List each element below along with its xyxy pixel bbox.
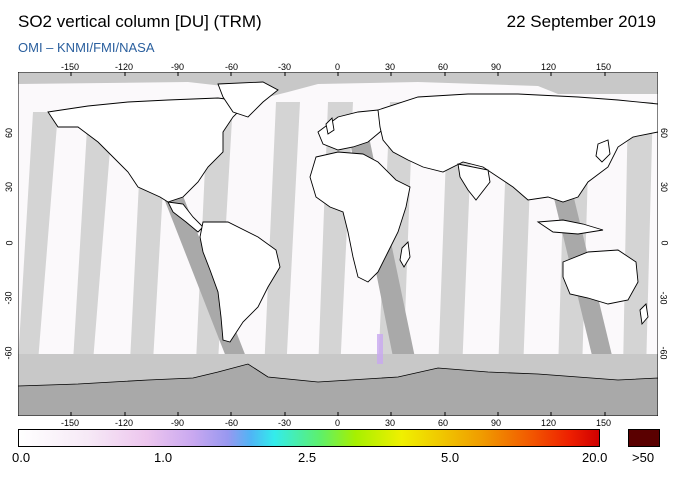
colorbar	[18, 429, 600, 447]
asia	[377, 93, 658, 203]
north-polar-gap	[18, 72, 658, 97]
map-title: SO2 vertical column [DU] (TRM)	[18, 12, 262, 31]
africa	[309, 151, 411, 283]
lat-label: 30	[4, 181, 15, 193]
lat-label: -60	[658, 346, 669, 360]
lat-label: 0	[659, 240, 670, 246]
data-credit: OMI – KNMI/FMI/NASA	[18, 40, 155, 55]
south-america	[199, 221, 281, 343]
colorbar-label: 1.0	[154, 450, 173, 465]
north-america	[47, 97, 249, 203]
greenland	[217, 81, 279, 118]
colorbar-overflow-label: >50	[632, 450, 655, 465]
lon-label: 60	[438, 62, 449, 72]
lon-label: 30	[385, 418, 396, 428]
lon-label: 60	[438, 418, 449, 428]
colorbar-overflow-swatch	[628, 429, 660, 447]
japan	[595, 139, 611, 163]
lon-label: -60	[225, 62, 239, 72]
colorbar-label: 20.0	[582, 450, 608, 465]
lon-label: 30	[385, 62, 396, 72]
antarctica	[18, 363, 658, 416]
indonesia	[536, 219, 604, 235]
map-date: 22 September 2019	[506, 12, 656, 31]
great-britain	[325, 117, 335, 135]
lon-label: 150	[596, 62, 612, 72]
lat-label: -60	[3, 346, 14, 360]
lon-label: -90	[171, 62, 185, 72]
lon-label: -60	[225, 418, 239, 428]
central-america	[167, 201, 204, 233]
lon-label: -120	[115, 418, 134, 428]
lon-label: 0	[335, 62, 341, 72]
lon-label: 150	[596, 418, 612, 428]
colorbar-label: 2.5	[298, 450, 317, 465]
lat-label: -30	[3, 291, 14, 305]
lat-label: -30	[658, 291, 669, 305]
lon-label: 120	[541, 62, 557, 72]
lon-label: -150	[61, 62, 80, 72]
lon-label: 0	[335, 418, 341, 428]
lon-label: 120	[541, 418, 557, 428]
madagascar	[399, 241, 411, 268]
lon-label: -150	[61, 418, 80, 428]
lat-label: 60	[659, 127, 670, 139]
lat-label: 60	[4, 127, 15, 139]
lon-label: 90	[491, 62, 502, 72]
colorbar-label: 0.0	[12, 450, 31, 465]
lon-label: -90	[171, 418, 185, 428]
lon-label: 90	[491, 418, 502, 428]
new-zealand	[639, 303, 649, 326]
so2-signal	[377, 334, 383, 364]
so2-world-map	[18, 72, 658, 416]
lat-label: 30	[659, 181, 670, 193]
europe	[317, 109, 389, 151]
australia	[562, 249, 639, 305]
lon-label: -120	[115, 62, 134, 72]
continents	[47, 81, 658, 343]
india	[457, 163, 491, 201]
lat-label: 0	[4, 240, 15, 246]
colorbar-label: 5.0	[441, 450, 460, 465]
lon-label: -30	[278, 418, 292, 428]
tick-marks	[70, 72, 606, 416]
lon-label: -30	[278, 62, 292, 72]
